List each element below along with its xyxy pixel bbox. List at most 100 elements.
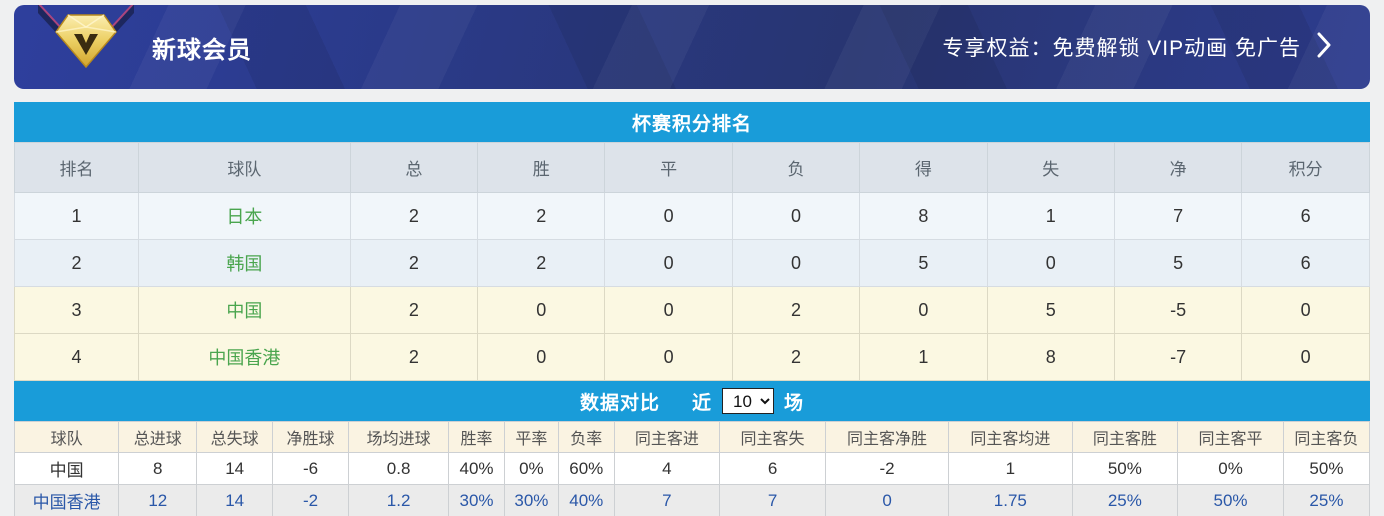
col-goals-for: 得: [859, 142, 988, 193]
stat-cell: 5: [1113, 239, 1243, 287]
stat-cell: 2: [349, 239, 479, 287]
banner-benefits-text: 专享权益：免费解锁 VIP动画 免广告: [942, 37, 1301, 60]
standings-table: 排名 球队 总 胜 平 负 得 失 净 积分 1 日本 2 2 0 0 8 1 …: [14, 142, 1370, 381]
col-team: 球队: [13, 421, 120, 453]
comparison-table: 球队 总进球 总失球 净胜球 场均进球 胜率 平率 负率 同主客进 同主客失 同…: [13, 421, 1371, 516]
team-link-china[interactable]: 中国: [137, 286, 351, 334]
stat-cell: 1: [986, 192, 1115, 240]
comparison-title-bar: 数据对比 近 10 场: [14, 381, 1370, 421]
col-samevenue-win: 同主客胜: [1071, 421, 1179, 453]
stat-cell: 2: [731, 333, 861, 381]
stat-cell: -7: [1113, 333, 1243, 381]
stat-cell: 0: [731, 192, 861, 240]
stat-cell: 0: [477, 333, 606, 381]
stat-cell: 12: [118, 484, 198, 516]
col-rank: 排名: [14, 142, 139, 193]
comparison-header-row: 球队 总进球 总失球 净胜球 场均进球 胜率 平率 负率 同主客进 同主客失 同…: [13, 421, 1371, 453]
stat-cell: 1: [859, 333, 988, 381]
col-loss-rate: 负率: [557, 421, 615, 453]
col-draw: 平: [604, 142, 733, 193]
team-cell: 中国: [13, 452, 120, 485]
stat-cell: 6: [719, 452, 826, 485]
stat-cell: 6: [1241, 192, 1370, 240]
stat-cell: 5: [986, 286, 1115, 334]
col-samevenue-loss: 同主客负: [1282, 421, 1371, 453]
stat-cell: 25%: [1071, 484, 1179, 516]
standings-row-japan: 1 日本 2 2 0 0 8 1 7 6: [14, 192, 1370, 240]
col-played: 总: [349, 142, 479, 193]
col-samevenue-draw: 同主客平: [1177, 421, 1284, 453]
stat-cell: 2: [349, 333, 479, 381]
stat-cell: 2: [349, 286, 479, 334]
vip-banner[interactable]: 新球会员 专享权益：免费解锁 VIP动画 免广告: [14, 5, 1370, 89]
stat-cell: -5: [1113, 286, 1243, 334]
stat-cell: 1.75: [948, 484, 1073, 516]
recent-matches-select[interactable]: 10: [722, 388, 774, 414]
stat-cell: 50%: [1071, 452, 1179, 485]
stat-cell: -2: [272, 484, 349, 516]
stat-cell: 7: [613, 484, 721, 516]
stat-cell: 0: [1241, 333, 1370, 381]
rank-cell: 3: [14, 286, 139, 334]
stat-cell: 2: [477, 192, 606, 240]
standings-row-hongkong: 4 中国香港 2 0 0 2 1 8 -7 0: [14, 333, 1370, 381]
team-link-korea[interactable]: 韩国: [137, 239, 351, 287]
col-avg-goals: 场均进球: [347, 421, 450, 453]
stat-cell: 5: [859, 239, 988, 287]
standings-row-china: 3 中国 2 0 0 2 0 5 -5 0: [14, 286, 1370, 334]
stat-cell: 60%: [557, 452, 615, 485]
standings-row-korea: 2 韩国 2 2 0 0 5 0 5 6: [14, 239, 1370, 287]
stat-cell: 50%: [1177, 484, 1284, 516]
matches-label: 场: [784, 392, 805, 414]
stat-cell: 0: [477, 286, 606, 334]
col-draw-rate: 平率: [503, 421, 559, 453]
col-team: 球队: [137, 142, 351, 193]
stat-cell: 25%: [1282, 484, 1371, 516]
col-total-conceded: 总失球: [196, 421, 274, 453]
rank-cell: 1: [14, 192, 139, 240]
team-link-japan[interactable]: 日本: [137, 192, 351, 240]
stat-cell: 7: [719, 484, 826, 516]
stat-cell: 1.2: [347, 484, 450, 516]
col-samevenue-avg: 同主客均进: [948, 421, 1073, 453]
col-points: 积分: [1241, 142, 1370, 193]
stat-cell: 14: [196, 484, 274, 516]
stat-cell: 0.8: [347, 452, 450, 485]
stat-cell: 0: [604, 333, 733, 381]
stat-cell: 0: [731, 239, 861, 287]
recent-label: 近: [691, 392, 712, 414]
stat-cell: 0: [824, 484, 950, 516]
standings-title-bar: 杯赛积分排名: [14, 102, 1370, 142]
stat-cell: 0: [859, 286, 988, 334]
team-link-hongkong[interactable]: 中国香港: [137, 333, 351, 381]
chevron-right-icon: [1317, 32, 1332, 63]
rank-cell: 4: [14, 333, 139, 381]
stat-cell: 1: [948, 452, 1073, 485]
stat-cell: 0: [604, 192, 733, 240]
stat-cell: 4: [613, 452, 721, 485]
stat-cell: 2: [477, 239, 606, 287]
standings-header-row: 排名 球队 总 胜 平 负 得 失 净 积分: [14, 142, 1370, 193]
comparison-row-china: 中国 8 14 -6 0.8 40% 0% 60% 4 6 -2 1 50% 0…: [13, 452, 1371, 485]
standings-title: 杯赛积分排名: [631, 113, 752, 135]
stat-cell: 7: [1113, 192, 1243, 240]
stat-cell: 2: [731, 286, 861, 334]
stat-cell: -6: [272, 452, 349, 485]
stat-cell: 0%: [1177, 452, 1284, 485]
stat-cell: 0: [1241, 286, 1370, 334]
col-goal-diff: 净胜球: [272, 421, 349, 453]
team-cell: 中国香港: [13, 484, 120, 516]
col-samevenue-conceded: 同主客失: [719, 421, 826, 453]
stat-cell: 0: [986, 239, 1115, 287]
stat-cell: 8: [986, 333, 1115, 381]
col-samevenue-goals: 同主客进: [613, 421, 721, 453]
col-goal-diff: 净: [1113, 142, 1243, 193]
stat-cell: 40%: [557, 484, 615, 516]
stat-cell: 8: [859, 192, 988, 240]
stat-cell: 14: [196, 452, 274, 485]
stat-cell: 0: [604, 286, 733, 334]
rank-cell: 2: [14, 239, 139, 287]
stat-cell: 2: [349, 192, 479, 240]
col-samevenue-diff: 同主客净胜: [824, 421, 950, 453]
col-win: 胜: [477, 142, 606, 193]
